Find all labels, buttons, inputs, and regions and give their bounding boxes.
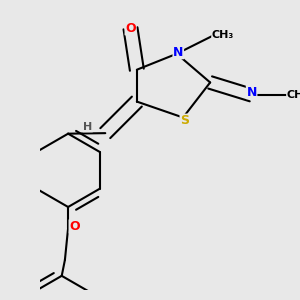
Text: S: S [180, 114, 189, 127]
Text: N: N [173, 46, 184, 59]
Text: O: O [69, 220, 80, 233]
Text: H: H [83, 122, 92, 132]
Text: N: N [246, 85, 257, 98]
Text: O: O [125, 22, 136, 35]
Text: CH₃: CH₃ [212, 30, 234, 40]
Text: CH₃: CH₃ [287, 90, 300, 100]
